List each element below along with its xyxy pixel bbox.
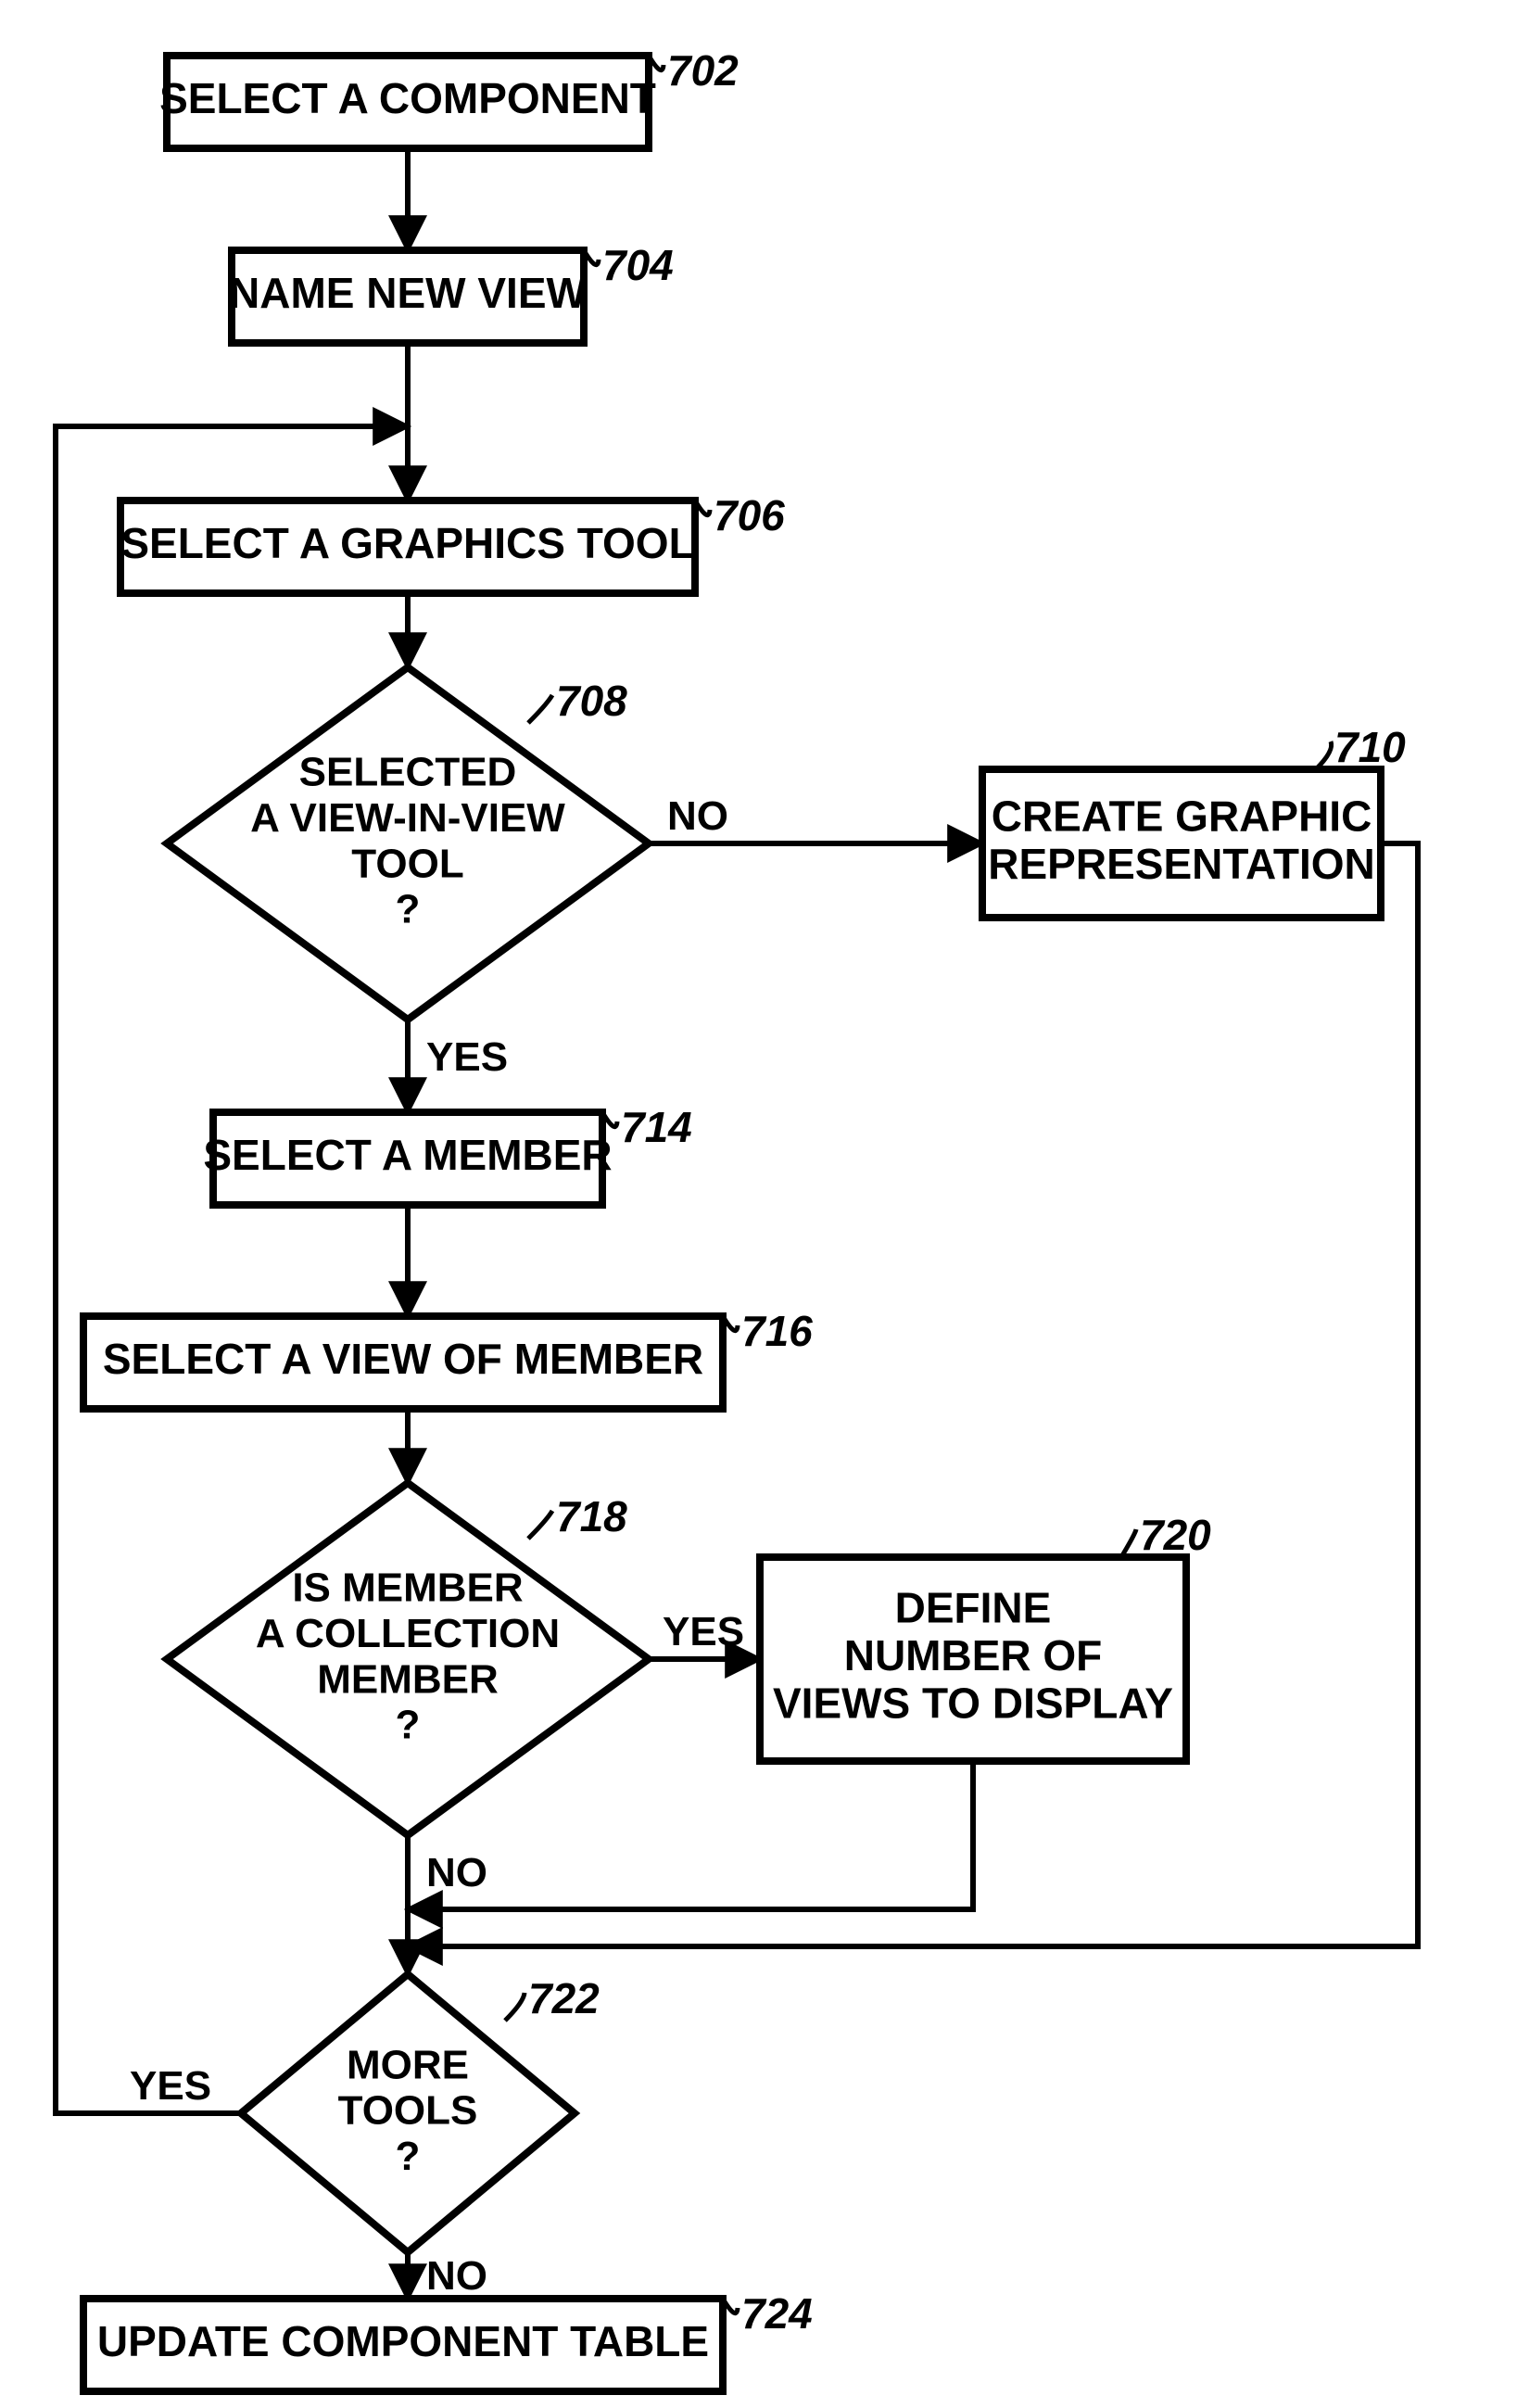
edge-label-e12: YES: [130, 2063, 211, 2109]
ref-hook-n710: [1316, 741, 1332, 769]
node-text-n722-1: TOOLS: [338, 2088, 478, 2134]
ref-label-n706: 706: [714, 491, 785, 539]
node-text-n722-2: ?: [396, 2134, 421, 2179]
nodes-layer: SELECT A COMPONENT NAME NEW VIEW SELECT A …: [83, 56, 1381, 2391]
refs-layer: 702 704 706 708 710 714 716 718 720 722 724: [505, 46, 1406, 2338]
edge-label-e9: NO: [426, 1850, 487, 1895]
node-text-n716-0: SELECT A VIEW OF MEMBER: [103, 1335, 703, 1383]
node-text-n708-0: SELECTED: [299, 750, 517, 795]
node-n716: SELECT A VIEW OF MEMBER: [83, 1316, 723, 1409]
node-text-n708-3: ?: [396, 887, 421, 932]
node-n710: CREATE GRAPHICREPRESENTATION: [982, 769, 1381, 918]
node-text-n720-0: DEFINE: [895, 1584, 1052, 1632]
edges-layer: YES NO YES NO YES NO: [56, 148, 1418, 2299]
node-n706: SELECT A GRAPHICS TOOL: [120, 501, 695, 593]
node-text-n710-1: REPRESENTATION: [988, 840, 1374, 888]
ref-label-n716: 716: [741, 1307, 813, 1355]
ref-hook-n708: [528, 695, 552, 723]
ref-hook-n720: [1121, 1529, 1136, 1557]
node-text-n718-1: A COLLECTION: [256, 1611, 560, 1656]
node-text-n710-0: CREATE GRAPHIC: [992, 792, 1372, 840]
node-text-n708-1: A VIEW-IN-VIEW: [250, 795, 565, 841]
node-text-n706-0: SELECT A GRAPHICS TOOL: [120, 519, 694, 567]
flowchart-canvas: YES NO YES NO YES NO SELECT A COMPONENT NAME NE…: [0, 0, 1517, 2408]
ref-label-n708: 708: [556, 677, 627, 725]
ref-label-n724: 724: [741, 2289, 813, 2338]
node-text-n718-3: ?: [396, 1703, 421, 1748]
node-text-n722-0: MORE: [347, 2042, 469, 2087]
ref-hook-n722: [505, 1993, 525, 2021]
node-text-n702-0: SELECT A COMPONENT: [159, 74, 656, 122]
ref-label-n720: 720: [1140, 1511, 1211, 1559]
node-text-n720-2: VIEWS TO DISPLAY: [773, 1679, 1173, 1728]
edge-e10: [408, 1761, 973, 1909]
edge-e12: [56, 426, 408, 2113]
ref-label-n704: 704: [602, 241, 674, 289]
node-text-n724-0: UPDATE COMPONENT TABLE: [97, 2317, 709, 2365]
ref-label-n714: 714: [621, 1103, 692, 1151]
edge-label-e8: YES: [663, 1609, 744, 1654]
node-n714: SELECT A MEMBER: [203, 1112, 612, 1205]
edge-label-e4: YES: [426, 1034, 508, 1080]
edge-label-e13: NO: [426, 2253, 487, 2299]
node-text-n718-0: IS MEMBER: [292, 1565, 523, 1611]
node-n722: MORETOOLS?: [241, 1974, 575, 2252]
ref-label-n718: 718: [556, 1492, 627, 1540]
node-n702: SELECT A COMPONENT: [159, 56, 656, 148]
node-text-n718-2: MEMBER: [317, 1656, 499, 1702]
ref-label-n710: 710: [1334, 723, 1406, 771]
node-text-n720-1: NUMBER OF: [844, 1631, 1103, 1679]
node-text-n714-0: SELECT A MEMBER: [203, 1131, 612, 1179]
edge-label-e5: NO: [667, 793, 728, 839]
node-text-n708-2: TOOL: [351, 841, 463, 886]
node-n720: DEFINENUMBER OFVIEWS TO DISPLAY: [760, 1557, 1186, 1761]
node-text-n704-0: NAME NEW VIEW: [229, 269, 587, 317]
ref-label-n702: 702: [667, 46, 739, 95]
ref-hook-n718: [528, 1511, 552, 1539]
node-n704: NAME NEW VIEW: [229, 250, 587, 343]
ref-label-n722: 722: [528, 1974, 600, 2022]
node-n724: UPDATE COMPONENT TABLE: [83, 2299, 723, 2391]
